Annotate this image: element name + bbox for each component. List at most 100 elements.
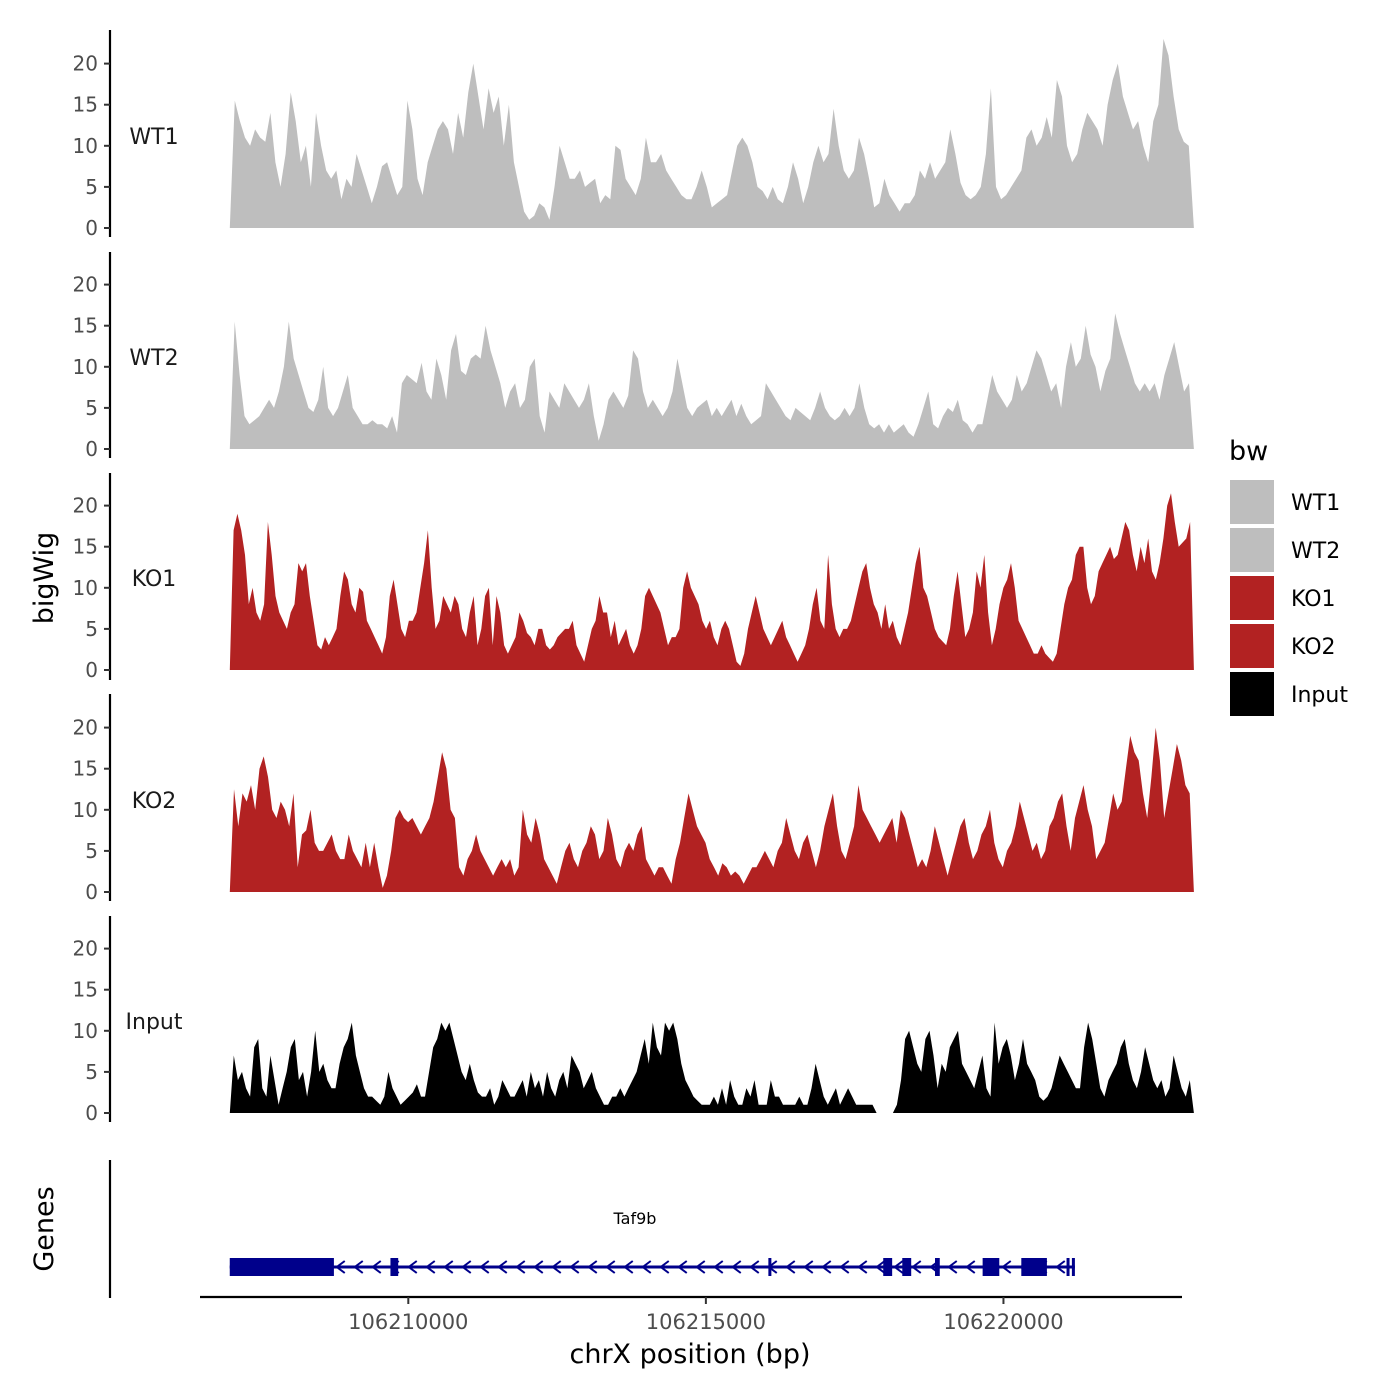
strand-arrow	[749, 1260, 760, 1274]
y-tick-label: 5	[85, 1060, 98, 1084]
legend-label-input: Input	[1291, 683, 1348, 708]
strand-arrow	[821, 1260, 832, 1274]
legend-label-wt1: WT1	[1291, 491, 1340, 516]
y-tick-label: 0	[85, 437, 98, 461]
area-series-input	[229, 1022, 1194, 1113]
y-axis-label: bigWig	[29, 532, 60, 625]
exon	[1021, 1258, 1047, 1276]
strand-arrow	[1001, 1260, 1012, 1274]
area-series-ko1	[229, 493, 1194, 670]
legend-label-ko1: KO1	[1291, 587, 1336, 612]
track-label: WT2	[129, 346, 178, 371]
strand-arrow	[947, 1260, 958, 1274]
y-tick-label: 20	[73, 937, 98, 961]
legend-key-wt2	[1230, 528, 1274, 572]
x-tick-label: 106220000	[943, 1310, 1063, 1334]
y-tick-label: 15	[73, 314, 98, 338]
legend-label-wt2: WT2	[1291, 539, 1340, 564]
strand-arrow	[605, 1260, 616, 1274]
strand-arrow	[425, 1260, 436, 1274]
y-tick-label: 5	[85, 175, 98, 199]
y-tick-label: 20	[73, 52, 98, 76]
track-label: WT1	[129, 125, 178, 150]
gene-axis-label: Genes	[29, 1186, 60, 1271]
y-tick-label: 10	[73, 134, 98, 158]
x-axis-label: chrX position (bp)	[569, 1339, 810, 1370]
area-series-ko2	[229, 727, 1194, 892]
x-tick-label: 106215000	[646, 1310, 766, 1334]
y-tick-label: 0	[85, 1101, 98, 1125]
strand-arrow	[695, 1260, 706, 1274]
strand-arrow	[371, 1260, 382, 1274]
track-label: KO1	[132, 567, 177, 592]
gene-name-label: Taf9b	[613, 1209, 657, 1228]
strand-arrow	[803, 1260, 814, 1274]
strand-arrow	[713, 1260, 724, 1274]
exon	[1066, 1258, 1070, 1276]
strand-arrow	[407, 1260, 418, 1274]
y-tick-label: 15	[73, 93, 98, 117]
y-tick-label: 0	[85, 216, 98, 240]
legend-key-ko2	[1230, 624, 1274, 668]
strand-arrow	[893, 1260, 904, 1274]
legend-key-wt1	[1230, 480, 1274, 524]
exon	[883, 1258, 893, 1276]
track-ko1: 0 5 10 15 20 KO1	[73, 473, 1194, 682]
strand-arrow	[785, 1260, 796, 1274]
y-tick-label: 5	[85, 839, 98, 863]
strand-arrow	[731, 1260, 742, 1274]
exon	[982, 1258, 1000, 1276]
strand-arrow	[497, 1260, 508, 1274]
legend-key-ko1	[1230, 576, 1274, 620]
y-tick-label: 15	[73, 535, 98, 559]
track-input: 0 5 10 15 20 Input	[73, 916, 1194, 1125]
track-wt1: 0 5 10 15 20 WT1	[73, 30, 1194, 240]
legend-key-input	[1230, 672, 1274, 716]
y-tick-label: 10	[73, 576, 98, 600]
area-series-wt1	[229, 38, 1194, 229]
strand-arrow	[677, 1260, 688, 1274]
strand-arrow	[551, 1260, 562, 1274]
y-tick-label: 5	[85, 617, 98, 641]
y-tick-label: 20	[73, 273, 98, 297]
strand-arrow	[623, 1260, 634, 1274]
y-tick-label: 20	[73, 494, 98, 518]
y-tick-label: 10	[73, 798, 98, 822]
track-label: Input	[126, 1010, 183, 1035]
legend-title: bw	[1229, 436, 1268, 467]
y-tick-label: 0	[85, 658, 98, 682]
coverage-tracks: 0 5 10 15 20 WT1 0 5 10 15 20 WT2 0 5 10 15 20 KO1 0 5 10 15 2…	[73, 30, 1194, 1125]
strand-arrow	[335, 1260, 346, 1274]
exon	[229, 1258, 334, 1276]
y-tick-label: 10	[73, 1019, 98, 1043]
y-tick-label: 20	[73, 716, 98, 740]
strand-arrow	[641, 1260, 652, 1274]
exon	[935, 1258, 940, 1276]
exon	[768, 1258, 772, 1276]
strand-arrow	[533, 1260, 544, 1274]
track-wt2: 0 5 10 15 20 WT2	[73, 252, 1194, 461]
strand-arrow	[569, 1260, 580, 1274]
exon	[1071, 1258, 1075, 1276]
track-label: KO2	[132, 789, 177, 814]
y-tick-label: 15	[73, 978, 98, 1002]
strand-arrow	[659, 1260, 670, 1274]
strand-arrow	[911, 1260, 922, 1274]
legend-label-ko2: KO2	[1291, 635, 1336, 660]
strand-arrow	[353, 1260, 364, 1274]
area-series-wt2	[229, 313, 1194, 449]
strand-arrow	[515, 1260, 526, 1274]
gene-track: Taf9b	[108, 1160, 1075, 1298]
strand-arrow	[587, 1260, 598, 1274]
strand-arrow	[875, 1260, 886, 1274]
legend: bw WT1 WT2 KO1 KO2 Input	[1229, 436, 1348, 716]
x-axis: 106210000 106215000 106220000	[200, 1295, 1182, 1334]
exon	[390, 1258, 399, 1276]
track-ko2: 0 5 10 15 20 KO2	[73, 694, 1194, 904]
strand-arrow	[461, 1260, 472, 1274]
y-tick-label: 15	[73, 757, 98, 781]
strand-arrow	[857, 1260, 868, 1274]
strand-arrow	[443, 1260, 454, 1274]
strand-arrow	[1055, 1260, 1066, 1274]
